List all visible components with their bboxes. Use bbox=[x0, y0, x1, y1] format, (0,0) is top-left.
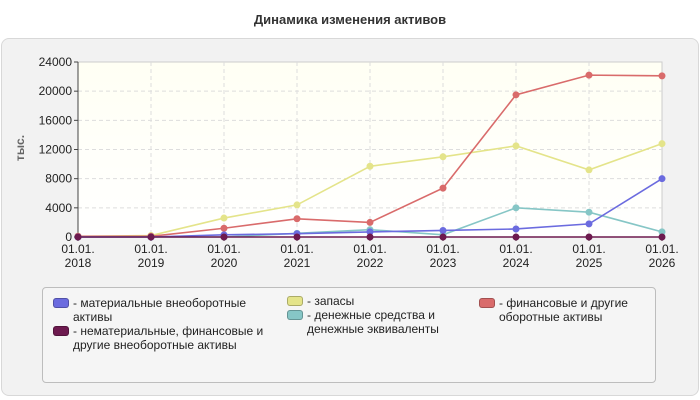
data-point-4-6 bbox=[512, 91, 520, 99]
data-point-0-8 bbox=[658, 175, 666, 183]
y-tick-label: 12000 bbox=[39, 143, 73, 157]
legend-item-intangible-assets: - нематериальные, финансовые и другие вн… bbox=[53, 324, 283, 352]
legend-swatch-tangible-assets bbox=[53, 298, 69, 308]
data-point-4-2 bbox=[220, 224, 228, 232]
legend-label: - денежные средства и денежные эквивален… bbox=[307, 308, 439, 336]
y-tick-label: 0 bbox=[65, 230, 72, 244]
data-point-1-8 bbox=[658, 233, 666, 241]
data-point-1-5 bbox=[439, 233, 447, 241]
line-chart: 0 4000 8000 12000 16000 20000 24000 01.01. 2018… bbox=[13, 55, 679, 270]
data-point-2-2 bbox=[220, 214, 228, 222]
legend-swatch-financial-assets bbox=[479, 298, 495, 308]
x-tick-label: 01.01. 2021 bbox=[280, 242, 313, 270]
data-point-4-7 bbox=[585, 71, 593, 79]
y-tick-label: 20000 bbox=[39, 84, 73, 98]
data-point-2-5 bbox=[439, 153, 447, 161]
data-point-4-3 bbox=[293, 215, 301, 223]
series-group bbox=[74, 71, 666, 241]
x-tick-label: 01.01. 2020 bbox=[207, 242, 240, 270]
data-point-0-7 bbox=[585, 220, 593, 228]
data-point-1-0 bbox=[74, 233, 82, 241]
data-point-4-5 bbox=[439, 184, 447, 192]
data-point-4-4 bbox=[366, 218, 374, 226]
legend-label: - материальные внеоборотные активы bbox=[73, 296, 246, 324]
data-point-1-1 bbox=[147, 233, 155, 241]
data-point-2-7 bbox=[585, 166, 593, 174]
y-tick-label: 24000 bbox=[39, 55, 73, 69]
y-tick-label: 16000 bbox=[39, 113, 73, 127]
y-axis-label: тыс. bbox=[13, 135, 27, 161]
x-tick-label: 01.01. 2024 bbox=[499, 242, 532, 270]
chart-title: Динамика изменения активов bbox=[253, 12, 447, 27]
legend-label: - запасы bbox=[307, 294, 355, 308]
y-tick-label: 4000 bbox=[45, 201, 72, 215]
y-tick-label: 8000 bbox=[45, 172, 72, 186]
legend-item-cash: - денежные средства и денежные эквивален… bbox=[287, 308, 467, 336]
legend-item-financial-assets: - финансовые и другие оборотные активы bbox=[479, 296, 651, 324]
data-point-1-6 bbox=[512, 233, 520, 241]
y-axis-ticks: 0 4000 8000 12000 16000 20000 24000 bbox=[39, 55, 79, 244]
data-point-1-3 bbox=[293, 233, 301, 241]
x-tick-label: 01.01. 2018 bbox=[61, 242, 94, 270]
data-point-4-8 bbox=[658, 72, 666, 80]
legend-label: - нематериальные, финансовые и другие вн… bbox=[73, 324, 264, 352]
x-tick-label: 01.01. 2023 bbox=[426, 242, 459, 270]
data-point-2-4 bbox=[366, 162, 374, 170]
data-point-2-3 bbox=[293, 201, 301, 209]
legend-swatch-intangible-assets bbox=[53, 326, 69, 336]
legend-item-tangible-assets: - материальные внеоборотные активы bbox=[53, 296, 283, 324]
chart-legend: - материальные внеоборотные активы - нем… bbox=[42, 287, 656, 383]
x-tick-label: 01.01. 2022 bbox=[353, 242, 386, 270]
grid bbox=[78, 62, 662, 237]
legend-item-inventory: - запасы bbox=[287, 294, 467, 308]
data-point-1-4 bbox=[366, 233, 374, 241]
data-point-2-6 bbox=[512, 142, 520, 150]
data-point-3-6 bbox=[512, 204, 520, 212]
data-point-1-2 bbox=[220, 233, 228, 241]
x-tick-label: 01.01. 2019 bbox=[134, 242, 167, 270]
data-point-0-6 bbox=[512, 225, 520, 233]
x-axis-ticks: 01.01. 2018 01.01. 2019 01.01. 2020 01.01. 2021… bbox=[61, 236, 679, 270]
data-point-0-5 bbox=[439, 226, 447, 234]
x-tick-label: 01.01. 2026 bbox=[645, 242, 678, 270]
legend-swatch-inventory bbox=[287, 296, 303, 306]
legend-swatch-cash bbox=[287, 310, 303, 320]
data-point-2-8 bbox=[658, 140, 666, 148]
data-point-1-7 bbox=[585, 233, 593, 241]
data-point-3-7 bbox=[585, 208, 593, 216]
legend-label: - финансовые и другие оборотные активы bbox=[499, 296, 628, 324]
x-tick-label: 01.01. 2025 bbox=[572, 242, 605, 270]
